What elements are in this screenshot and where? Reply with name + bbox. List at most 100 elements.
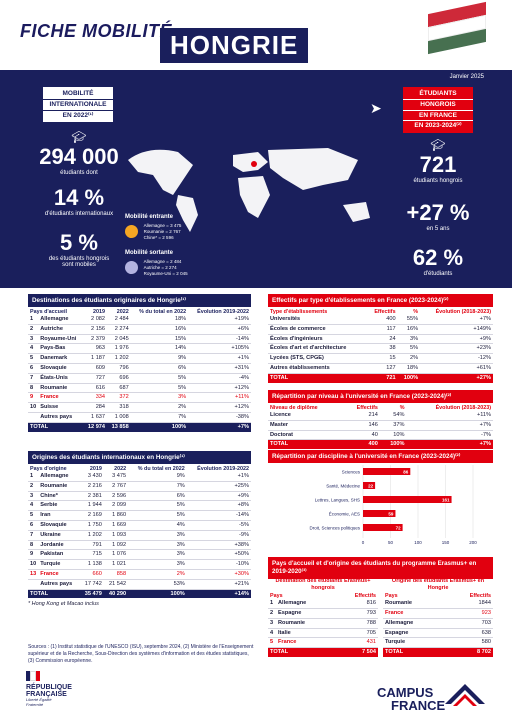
table-row: 9 France 334 372 3% +11% xyxy=(28,392,251,404)
table-row: TOTAL 12 974 13 858 100% +7% xyxy=(28,422,251,432)
table-row: Universités 400 55% +7% xyxy=(268,315,493,325)
page-title: FICHE MOBILITÉ xyxy=(20,21,172,41)
data-label: 86 xyxy=(403,470,409,475)
graduation-cap-icon: 🎓︎ xyxy=(430,138,446,152)
growth-stat: +27 % en 5 ans xyxy=(406,200,470,232)
table-row: Licence 214 54% +11% xyxy=(268,411,493,421)
table-row: France 923 xyxy=(383,608,493,619)
table-row: TOTAL 35 479 40 290 100% +14% xyxy=(28,589,251,599)
intl-stat: 14 % d'étudiants internationaux xyxy=(44,185,114,217)
students-stat: 🎓︎ 294 000 étudiants dont xyxy=(30,130,128,176)
table-row: 6 Slovaquie 1 750 1 669 4% -5% xyxy=(28,520,251,531)
bar xyxy=(363,468,411,475)
data-label: 22 xyxy=(368,484,374,489)
discipline-chart: 0 50 100 150 200 Sciences 86 Santé, Médecine 22 L… xyxy=(309,465,477,545)
table-row: 4 Serbie 1 944 2 099 5% +8% xyxy=(28,500,251,512)
origins-footnote: * Hong Kong et Macao inclus xyxy=(28,601,99,608)
destinations-section: Destinations des étudiants originaires d… xyxy=(28,294,251,432)
table-row: 9 Pakistan 715 1 076 3% +50% xyxy=(28,549,251,561)
discipline-title: Répartition par discipline à l'universit… xyxy=(268,450,493,463)
table-row: 7 Ukraine 1 202 1 093 3% -9% xyxy=(28,530,251,541)
table-row: TOTAL 400 100% +7% xyxy=(268,439,493,450)
graduation-cap-icon: 🎓︎ xyxy=(71,130,87,144)
hungary-flag-icon xyxy=(428,1,486,55)
x-tick-label: 0 xyxy=(362,540,365,545)
table-row: 5 Iran 2 169 1 860 5% -14% xyxy=(28,510,251,521)
table-row: Lycées (STS, CPGE) 15 2% -12% xyxy=(268,353,493,364)
table-row: Turquie 580 xyxy=(383,637,493,649)
table-row: 6 Slovaquie 609 796 6% +31% xyxy=(28,363,251,374)
campus-france-logo: CAMPUS FRANCE xyxy=(377,685,446,713)
table-row: 4 Italie 705 xyxy=(268,628,378,639)
left-panel-header: MOBILITÉ INTERNATIONALE EN 2022⁽¹⁾ xyxy=(43,87,113,123)
category-label: Sciences xyxy=(342,470,361,475)
data-label: 72 xyxy=(396,526,402,531)
bar xyxy=(363,496,452,503)
paper-plane-icon: ➤ xyxy=(370,100,382,116)
publication-date: Janvier 2025 xyxy=(449,74,484,80)
table-row: 7 États-Unis 727 696 5% -4% xyxy=(28,373,251,384)
table-row: 1 Allemagne 816 xyxy=(268,599,378,610)
table-row: 8 Jordanie 791 1 092 3% +38% xyxy=(28,540,251,551)
right-panel-header: ÉTUDIANTS HONGROIS EN FRANCE EN 2023-2024⁽²… xyxy=(403,87,473,133)
bar xyxy=(363,482,376,489)
table-row: TOTAL 8 702 xyxy=(383,647,493,657)
table-row: 4 Pays-Bas 963 1 976 14% +105% xyxy=(28,343,251,355)
table-row: 1 Allemagne 3 430 3 475 9% +1% xyxy=(28,472,251,482)
data-label: 161 xyxy=(442,498,450,503)
table-row: TOTAL 721 100% +27% xyxy=(268,373,493,383)
category-label: Santé, Médecine xyxy=(326,484,360,489)
table-row: 5 Danemark 1 187 1 202 9% +1% xyxy=(28,353,251,364)
table-row: 10 Turquie 1 138 1 021 3% -10% xyxy=(28,559,251,570)
discipline-section: Répartition par discipline à l'universit… xyxy=(268,450,493,465)
table-row: 13 France 660 858 2% +30% xyxy=(28,569,251,580)
campus-france-mark-icon xyxy=(445,684,485,706)
doctor-stat: 62 % d'étudiants xyxy=(412,245,464,277)
table-row: Autres pays 17 742 21 542 53% +21% xyxy=(28,579,251,590)
niveau-section: Répartition par niveau à l'université en… xyxy=(268,390,493,450)
category-label: Lettres, Langues, SHS xyxy=(315,498,360,503)
table-row: Espagne 638 xyxy=(383,628,493,639)
destinations-table: Pays d'accueil 2019 2022% du total en 2022… xyxy=(28,309,251,432)
table-row: Écoles d'ingénieurs 24 3% +9% xyxy=(268,334,493,345)
category-label: Droit, Sciences politiques xyxy=(309,526,360,531)
table-row: Écoles d'art et d'architecture 38 5% +23% xyxy=(268,343,493,355)
sources: Sources : (1) Institut statistique de l'… xyxy=(28,644,254,664)
x-tick-label: 100 xyxy=(414,540,422,545)
table-row: 5 France 431 xyxy=(268,637,378,649)
table-row: 2 Roumanie 2 216 2 767 7% +25% xyxy=(28,481,251,492)
table-row: 3 Roumanie 788 xyxy=(268,618,378,629)
mobile-stat: 5 % des étudiants hongrois sont mobiles xyxy=(48,230,110,268)
x-tick-label: 200 xyxy=(469,540,477,545)
rf-logo: RÉPUBLIQUE FRANÇAISE Liberté Égalité Fra… xyxy=(26,671,72,708)
outgoing-dot xyxy=(125,261,138,275)
erasmus-title: Pays d'accueil et d'origine des étudiant… xyxy=(268,557,493,580)
origins-table: Pays d'origine 2019 2022% du total en 2022… xyxy=(28,466,251,599)
table-row: Autres établissements 127 18% +61% xyxy=(268,363,493,374)
table-row: Autres pays 1 637 1 008 7% -38% xyxy=(28,412,251,423)
erasmus-dest: Destination des étudiants Erasmus+ hongr… xyxy=(268,578,378,657)
table-row: 8 Roumanie 616 687 5% +12% xyxy=(28,383,251,394)
table-row: Écoles de commerce 117 16% +149% xyxy=(268,324,493,335)
x-tick-label: 150 xyxy=(442,540,450,545)
table-row: Master 146 37% +7% xyxy=(268,420,493,431)
erasmus-orig: Origine des étudiants Erasmus+ en Hongri… xyxy=(383,578,493,657)
table-row: 10 Suisse 284 318 2% +12% xyxy=(28,402,251,413)
incoming-dot xyxy=(125,225,138,239)
bar xyxy=(363,524,403,531)
table-row: Doctorat 40 10% -7% xyxy=(268,430,493,441)
table-row: 2 Espagne 793 xyxy=(268,608,378,619)
country-title: HONGRIE xyxy=(160,28,309,63)
category-label: Économie, AES xyxy=(329,511,360,517)
legend-outgoing: Mobilité sortante Allemagne = 2 484 Autri… xyxy=(125,250,188,276)
world-map xyxy=(128,148,370,232)
origins-section: Origines des étudiants internationaux en… xyxy=(28,451,251,607)
table-row: Roumanie 1844 xyxy=(383,599,493,610)
table-row: 2 Autriche 2 156 2 274 16% +6% xyxy=(28,324,251,335)
etab-table: Type d'établissements Effectifs% Évolution… xyxy=(268,309,493,383)
header: FICHE MOBILITÉ HONGRIE xyxy=(0,0,512,70)
legend-incoming: Mobilité entrante Allemagne = 3 475 Rouma… xyxy=(125,214,182,240)
niveau-table: Niveau de diplôme Effectifs% Évolution (20… xyxy=(268,405,493,450)
x-tick-label: 50 xyxy=(388,540,394,545)
table-row: Allemagne 703 xyxy=(383,618,493,629)
